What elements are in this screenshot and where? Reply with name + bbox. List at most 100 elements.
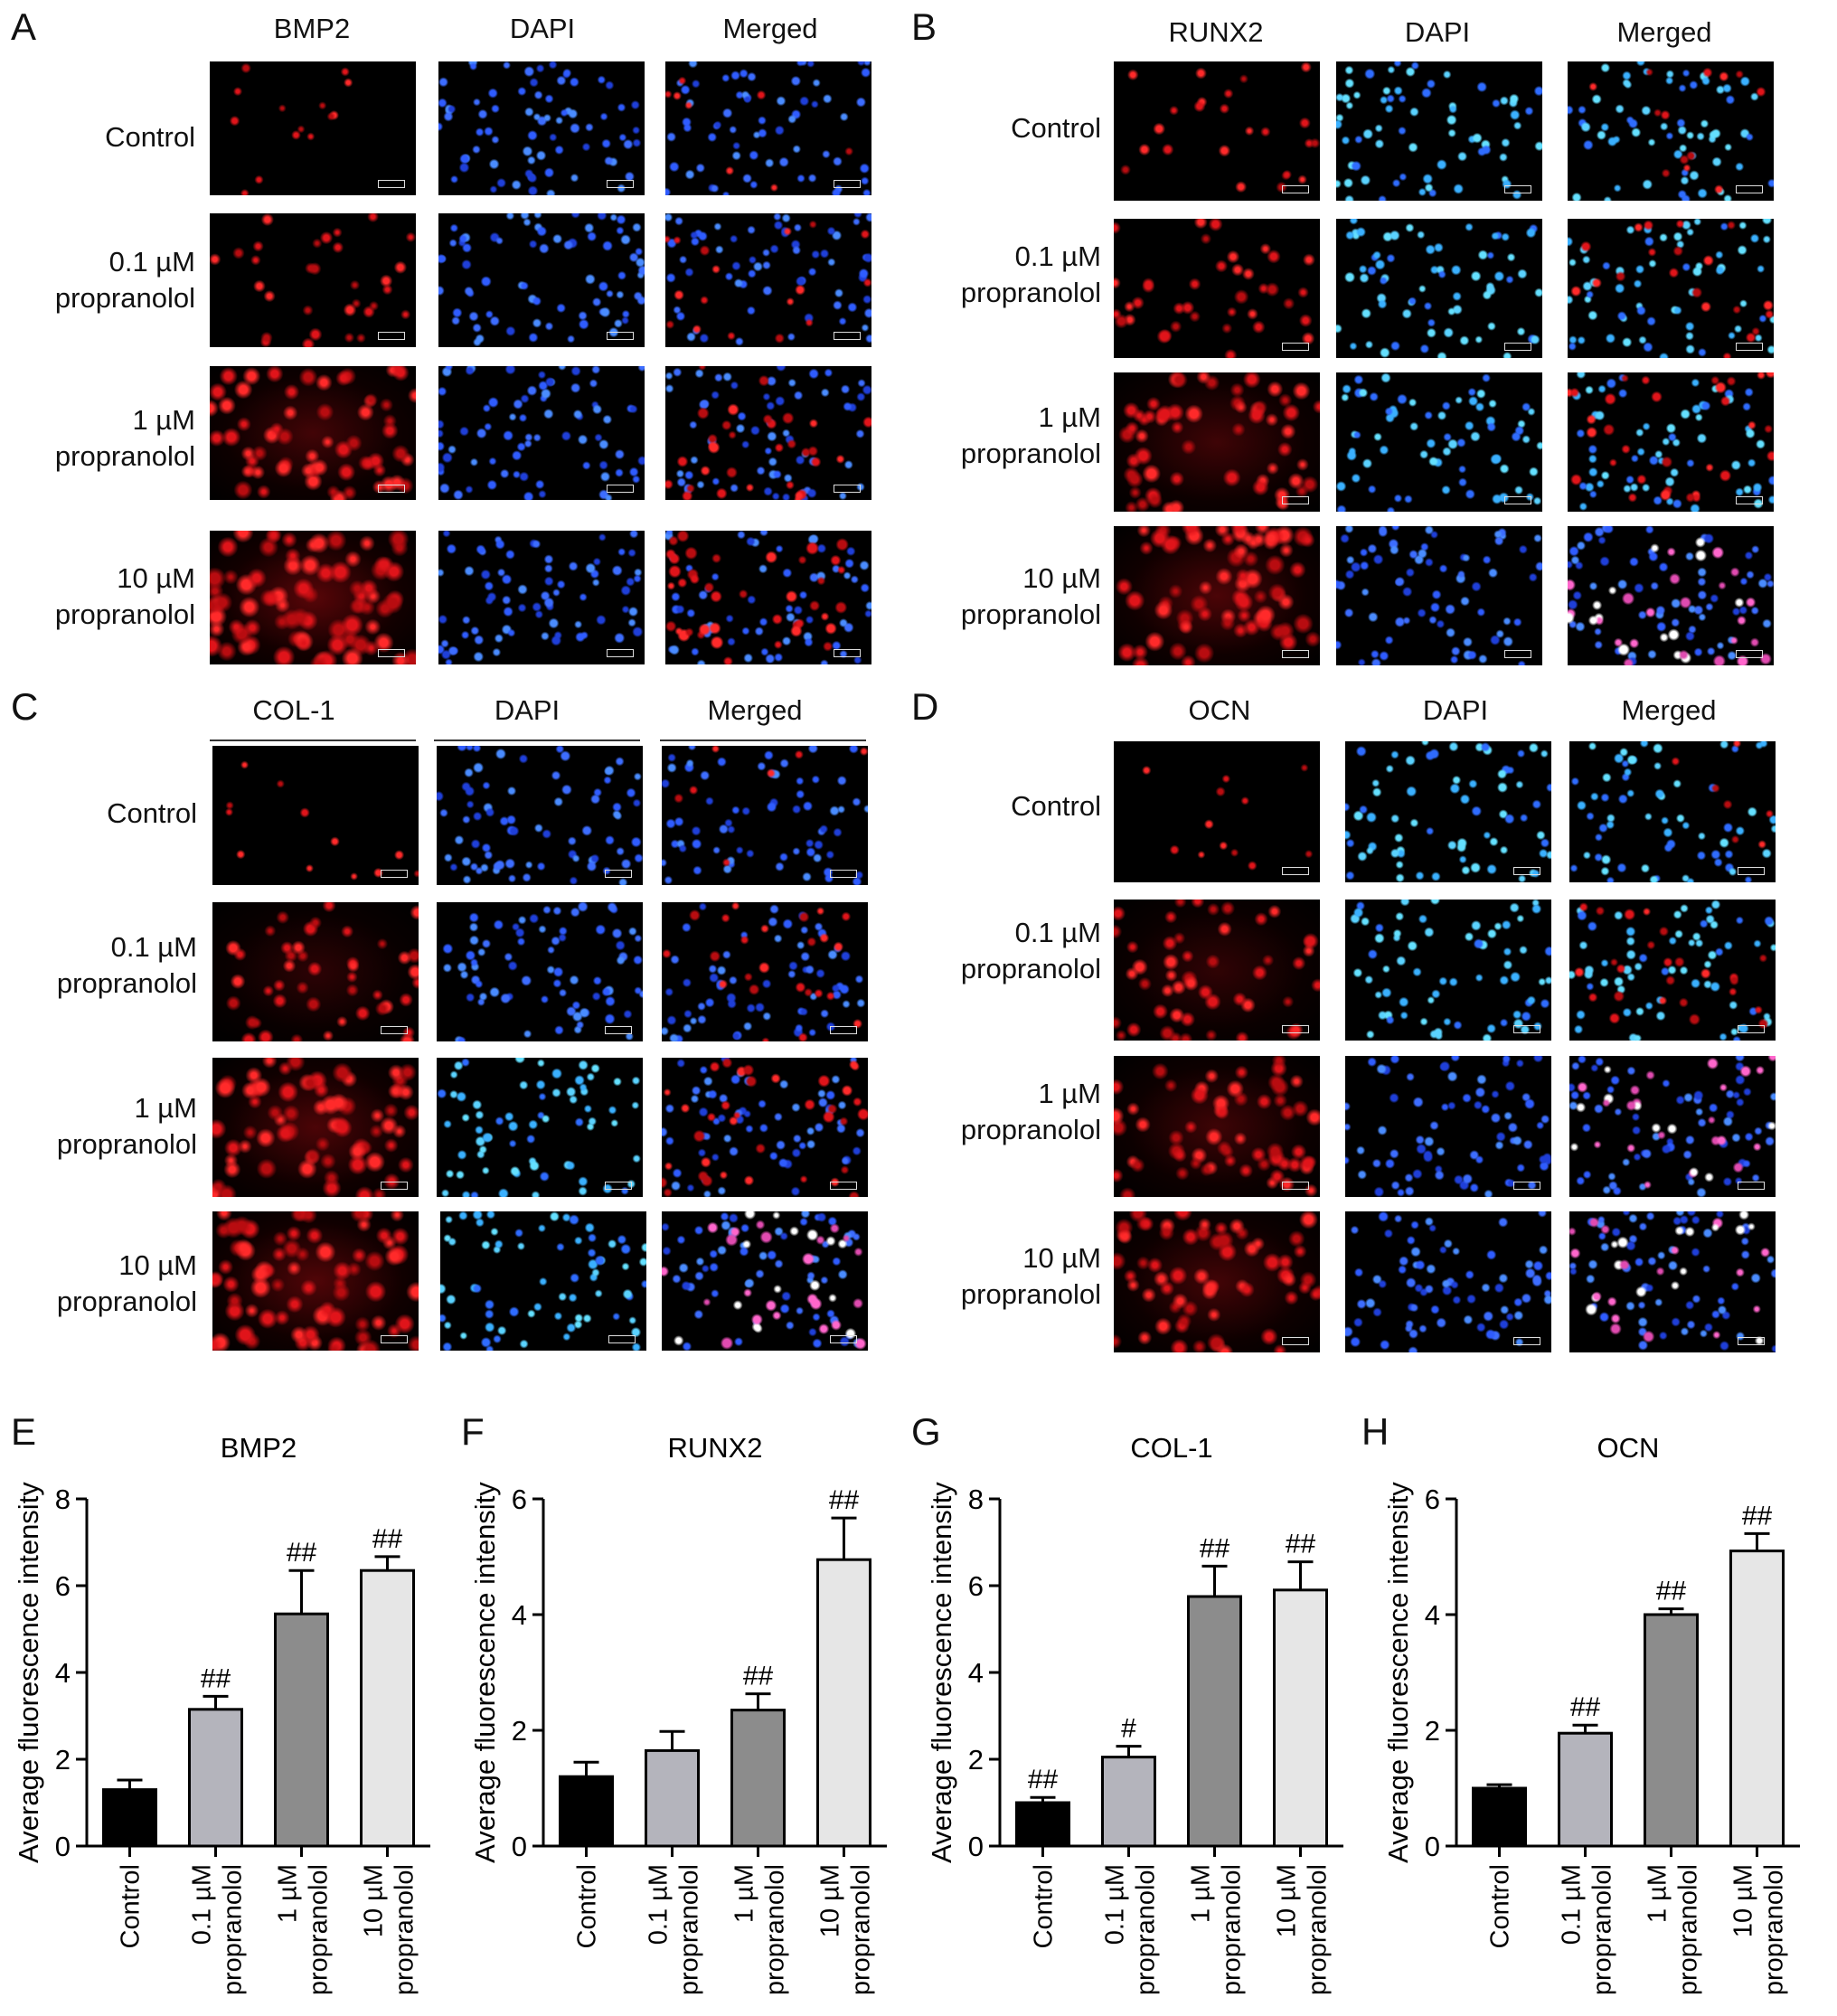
bar [645, 1748, 700, 1848]
bar [1187, 1595, 1242, 1848]
panel-letter-c: C [11, 685, 39, 728]
micrograph [437, 902, 643, 1041]
bar [1644, 1613, 1699, 1848]
panel-a-row-10: 10 µM propranolol [54, 562, 195, 630]
scale-bar [607, 485, 634, 493]
micrograph [438, 366, 645, 500]
panel-b-col-dapi: DAPI [1404, 16, 1471, 48]
micrograph [1336, 61, 1542, 201]
panel-c-row-1: 1 µM propranolol [56, 1092, 197, 1160]
y-tick-label: 6 [512, 1484, 527, 1515]
micrograph [1114, 1211, 1320, 1352]
micrograph [1114, 372, 1320, 512]
micrograph [662, 1211, 868, 1351]
scale-bar [1736, 496, 1763, 504]
bar [102, 1788, 157, 1848]
y-axis-label: Average fluorescence intensity [926, 1482, 957, 1863]
micrograph [665, 531, 871, 664]
chart-title: COL-1 [1130, 1432, 1212, 1464]
scale-bar [1282, 1337, 1309, 1345]
y-tick-label: 8 [55, 1484, 71, 1515]
micrograph [210, 531, 416, 664]
scale-bar [1738, 1025, 1765, 1033]
panel-c-col-underline [660, 740, 866, 741]
x-tick-label: 0.1 µMpropranolol [645, 1864, 704, 1995]
micrograph [1568, 526, 1774, 665]
scale-bar [605, 1026, 632, 1034]
scale-bar [1513, 1182, 1540, 1190]
x-tick-label: 0.1 µMpropranolol [1558, 1864, 1617, 1995]
y-tick-label: 0 [968, 1831, 984, 1862]
significance-label: ## [743, 1662, 774, 1691]
panel-d-col-ocn: OCN [1188, 694, 1251, 726]
panel-d-row-1: 1 µM propranolol [960, 1078, 1101, 1145]
micrograph [1345, 1056, 1551, 1197]
micrograph [1114, 219, 1320, 358]
scale-bar [1282, 867, 1309, 875]
bar [360, 1569, 415, 1848]
panel-d-row-control: Control [1011, 790, 1101, 822]
significance-label: ## [1570, 1692, 1601, 1722]
micrograph [212, 746, 419, 885]
y-tick-label: 4 [1425, 1599, 1440, 1631]
micrograph [212, 1058, 419, 1197]
scale-bar [1282, 185, 1309, 193]
y-tick-label: 0 [1425, 1831, 1440, 1862]
x-tick-label: 1 µMpropranolol [1644, 1864, 1703, 1995]
micrograph [1569, 1056, 1776, 1197]
panel-b-row-01: 0.1 µM propranolol [960, 240, 1101, 308]
micrograph [437, 746, 643, 885]
bar [1472, 1786, 1527, 1848]
scale-bar [1513, 867, 1540, 875]
significance-label: ## [1028, 1765, 1059, 1795]
panel-c-col-underline [210, 740, 416, 741]
scale-bar [1738, 867, 1765, 875]
significance-label: ## [829, 1485, 860, 1515]
chart-title: OCN [1597, 1432, 1660, 1464]
bar [816, 1558, 871, 1848]
significance-label: ## [1286, 1530, 1316, 1559]
significance-label: ## [287, 1538, 317, 1568]
panel-d-col-merged: Merged [1621, 694, 1717, 726]
panel-c-col-underline [434, 740, 640, 741]
y-tick-label: 4 [512, 1599, 527, 1631]
micrograph [1336, 526, 1542, 665]
panel-c-col-dapi: DAPI [494, 694, 561, 726]
significance-label: ## [372, 1524, 403, 1554]
micrograph [1114, 1056, 1320, 1197]
y-tick-label: 2 [55, 1744, 71, 1776]
scale-bar [830, 1182, 857, 1190]
y-tick-label: 8 [968, 1484, 984, 1515]
scale-bar [1513, 1337, 1540, 1345]
x-tick-label: Control [1486, 1864, 1515, 1949]
micrograph [662, 1058, 868, 1197]
scale-bar [607, 649, 634, 657]
scale-bar [378, 332, 405, 340]
scale-bar [1504, 496, 1531, 504]
scale-bar [1504, 650, 1531, 658]
micrograph [1569, 900, 1776, 1041]
scale-bar [607, 332, 634, 340]
scale-bar [605, 870, 632, 878]
micrograph [1114, 526, 1320, 665]
panel-a-row-control: Control [105, 121, 195, 153]
chart-h: OCN Average fluorescence intensity 0 2 4 6 Con… [1382, 1432, 1800, 1995]
significance-label: ## [201, 1663, 231, 1693]
scale-bar [830, 1026, 857, 1034]
panel-c-row-control: Control [107, 797, 197, 829]
y-tick-label: 6 [1425, 1484, 1440, 1515]
micrograph [1345, 741, 1551, 882]
bar [1729, 1550, 1785, 1848]
significance-label: ## [1200, 1533, 1230, 1563]
scale-bar [1282, 1025, 1309, 1033]
y-tick-label: 4 [968, 1657, 984, 1689]
scale-bar [1736, 650, 1763, 658]
scale-bar [381, 870, 408, 878]
scale-bar [1736, 185, 1763, 193]
chart-f: RUNX2 Average fluorescence intensity 0 2 4 6 C… [469, 1432, 887, 1995]
x-tick-label: 1 µMpropranolol [1187, 1864, 1247, 1995]
panel-a-col-bmp2: BMP2 [273, 13, 351, 44]
y-axis-label: Average fluorescence intensity [1382, 1482, 1414, 1863]
micrograph [438, 531, 645, 664]
scale-bar [381, 1182, 408, 1190]
